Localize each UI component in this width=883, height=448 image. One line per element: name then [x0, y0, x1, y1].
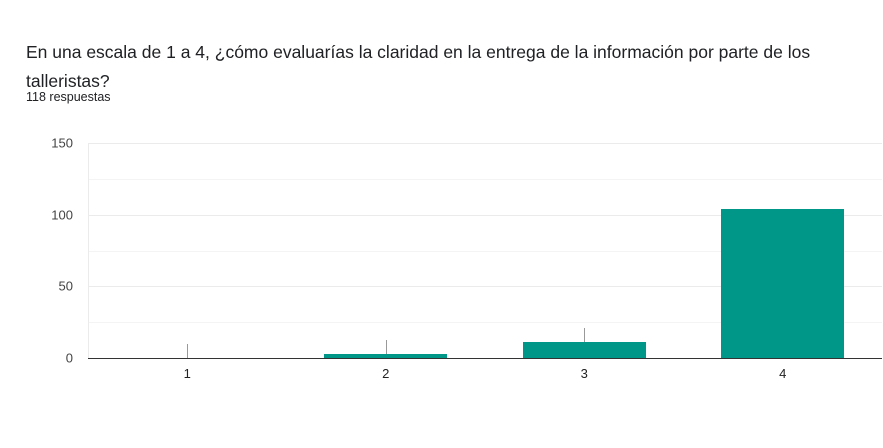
bar-marker — [187, 344, 189, 358]
bar-marker — [584, 328, 586, 343]
gridline — [88, 214, 882, 216]
gridline — [88, 143, 882, 144]
bar-2 — [324, 353, 448, 358]
x-tick-label: 1 — [183, 366, 191, 381]
question-title: En una escala de 1 a 4, ¿cómo evaluarías… — [26, 42, 811, 91]
x-tick-label: 3 — [580, 366, 588, 381]
gridline — [88, 286, 882, 288]
plot-left-border — [88, 143, 89, 358]
bar-4 — [721, 208, 845, 358]
gridline — [88, 322, 882, 324]
y-tick-label: 150 — [51, 135, 73, 151]
y-tick-label: 0 — [65, 350, 73, 366]
y-tick-label: 100 — [51, 207, 73, 223]
y-tick-label: 50 — [58, 278, 73, 294]
x-tick-label: 4 — [779, 366, 787, 381]
bar-marker — [385, 339, 387, 354]
gridline — [88, 178, 882, 180]
x-tick-label: 2 — [382, 366, 390, 381]
gridline — [88, 250, 882, 252]
x-axis-line — [88, 358, 882, 359]
response-count: 118 respuestas — [26, 90, 111, 104]
bar-3 — [522, 342, 646, 358]
